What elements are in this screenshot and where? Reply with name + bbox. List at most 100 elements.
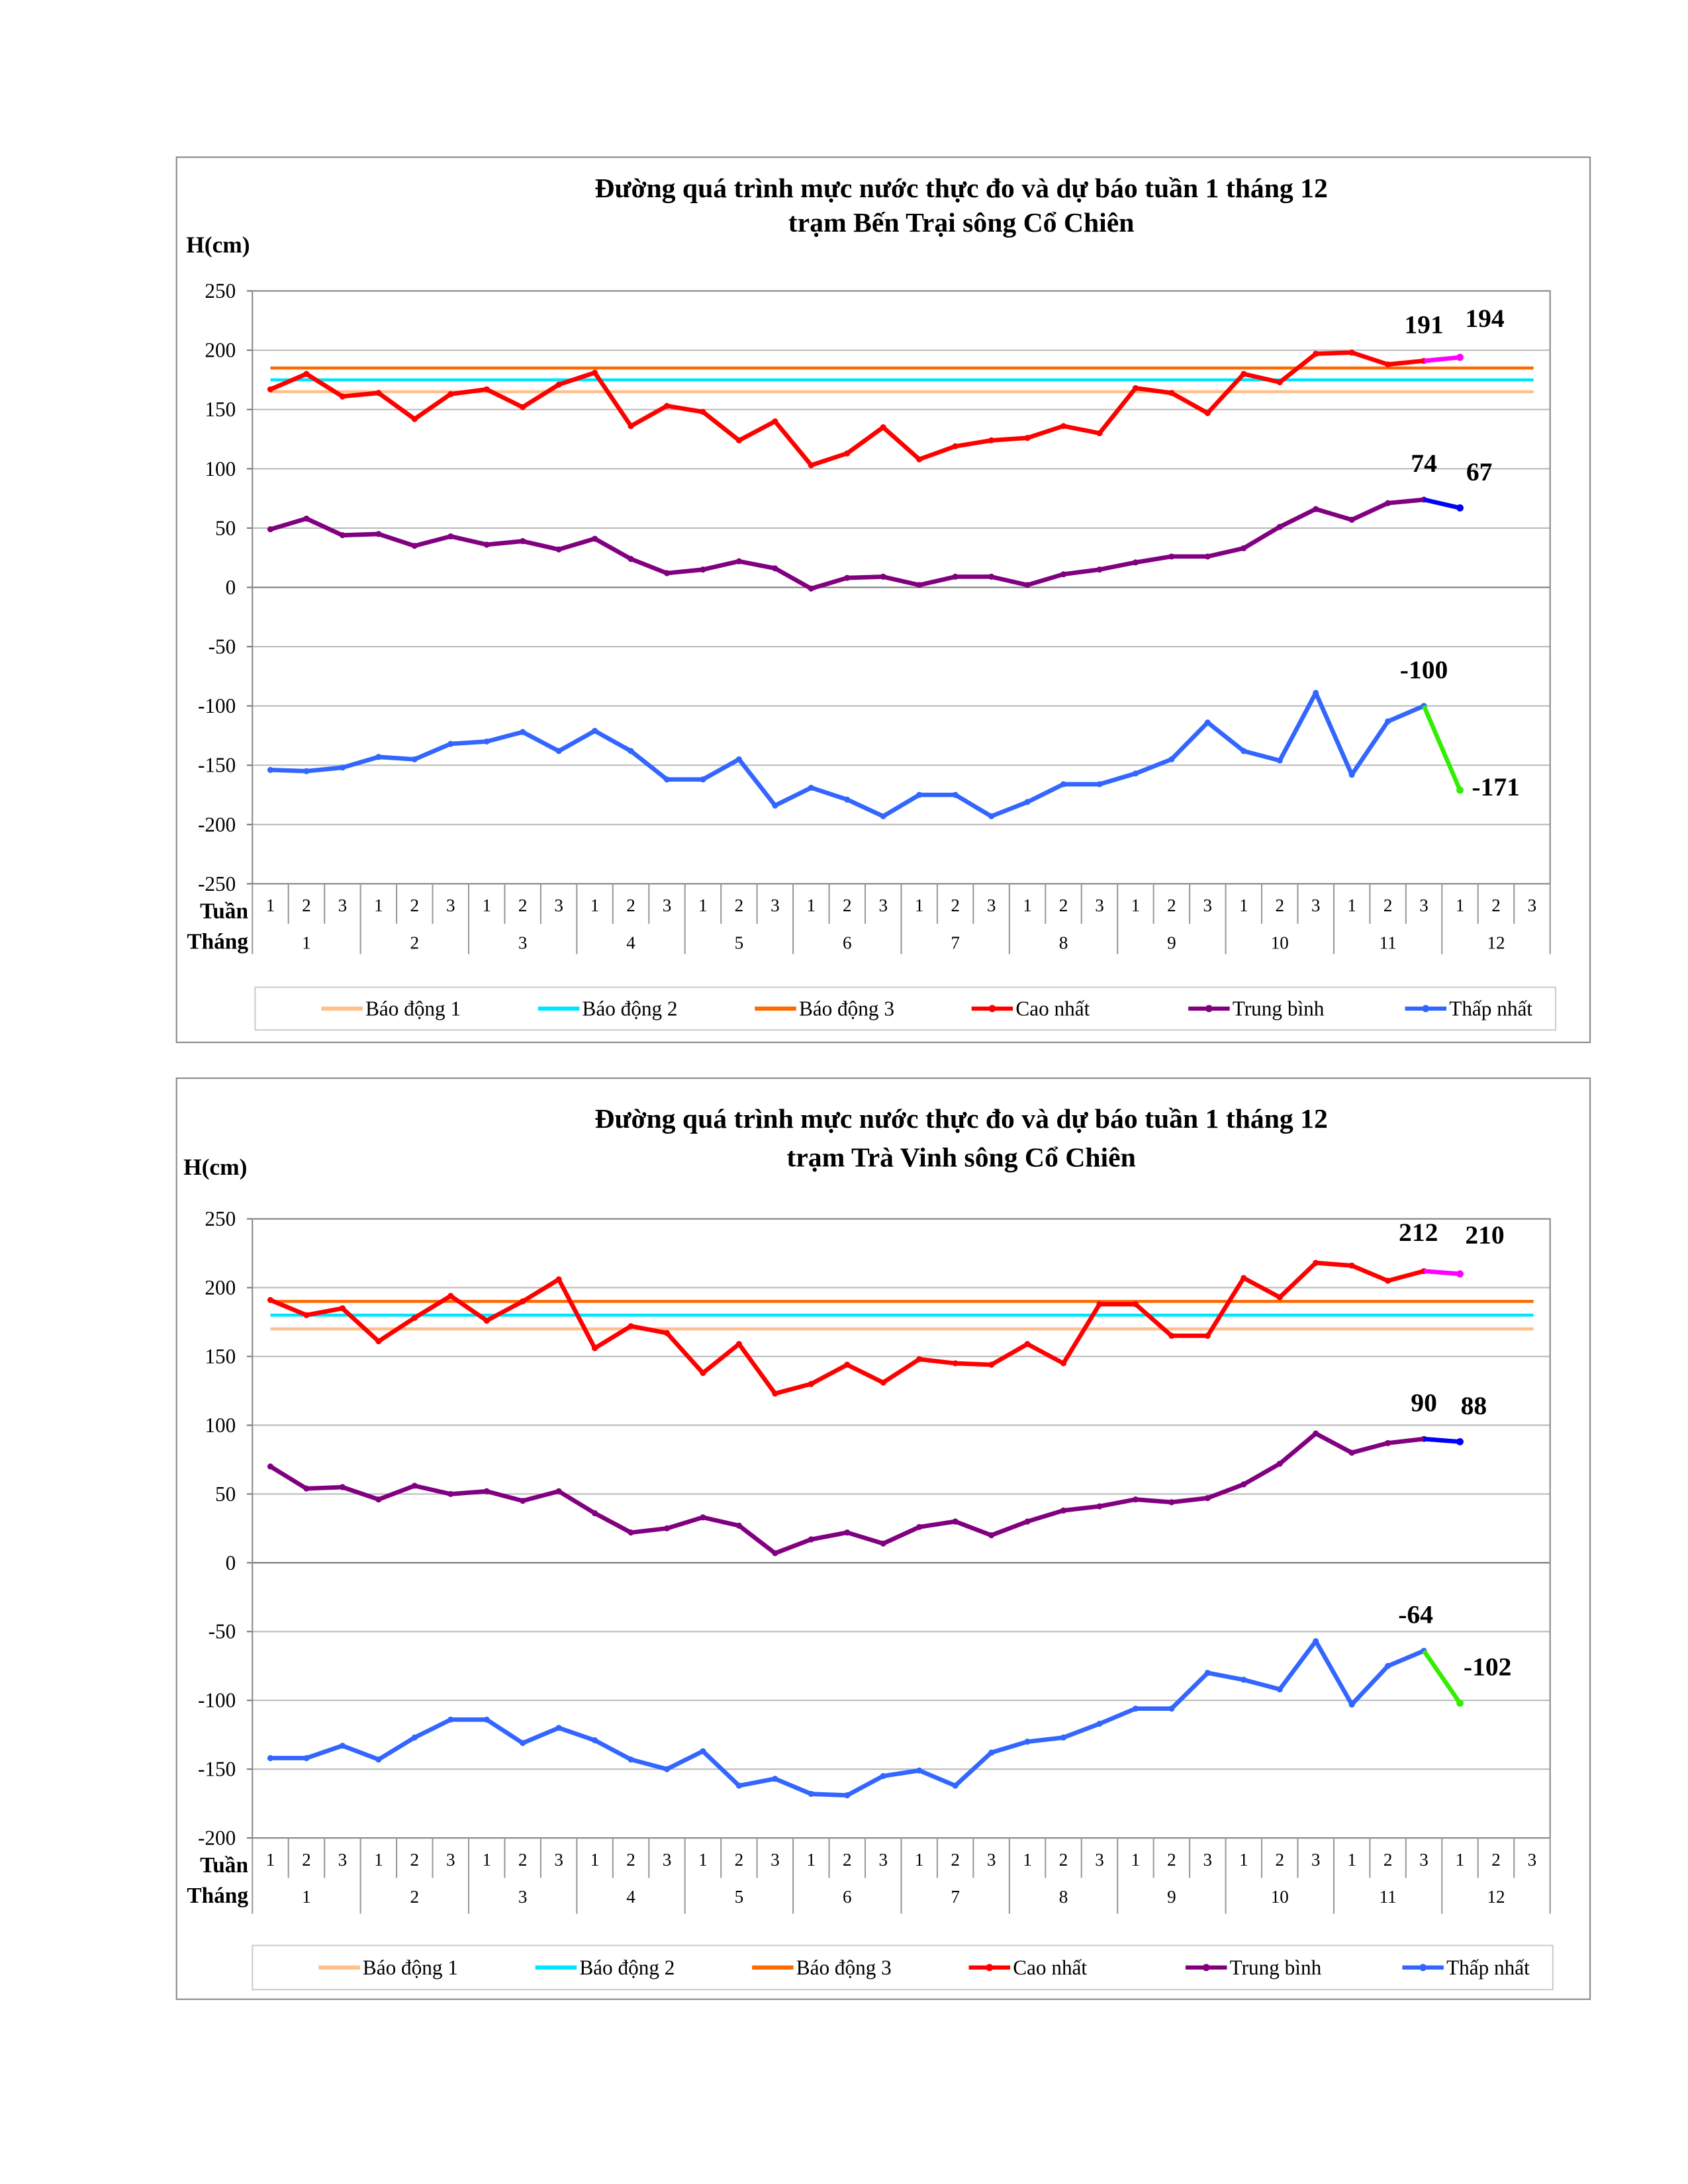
data-point <box>375 1338 382 1345</box>
legend-box <box>252 1944 1554 1991</box>
x-month-label: 11 <box>1380 933 1397 952</box>
x-week-label: 1 <box>374 1850 383 1870</box>
data-point <box>700 1748 706 1754</box>
x-week-label: 2 <box>410 895 420 915</box>
data-point <box>772 1550 778 1557</box>
data-point <box>1241 1275 1247 1281</box>
data-point <box>375 1756 382 1763</box>
x-week-label: 1 <box>374 895 383 915</box>
x-month-label: 9 <box>1167 933 1176 952</box>
data-point <box>375 390 382 396</box>
data-point <box>880 1379 886 1386</box>
x-week-label: 3 <box>1095 895 1104 915</box>
x-week-label: 1 <box>266 1850 275 1870</box>
y-tick-label: 100 <box>205 457 236 480</box>
x-week-label: 3 <box>1528 1850 1537 1870</box>
x-month-axis-label: Tháng <box>187 929 248 954</box>
x-week-label: 3 <box>663 895 672 915</box>
data-point <box>303 1485 310 1492</box>
data-point <box>555 1488 562 1494</box>
forecast-point <box>1456 504 1464 512</box>
y-tick-label: 50 <box>215 516 236 539</box>
x-week-label: 3 <box>1419 895 1429 915</box>
data-point <box>1241 748 1247 754</box>
y-tick-label: 50 <box>215 1482 236 1506</box>
data-point <box>1024 1518 1031 1525</box>
data-point <box>520 538 526 545</box>
data-point <box>772 565 778 572</box>
data-point <box>1348 1701 1355 1708</box>
legend-label: Báo động 3 <box>796 1956 892 1979</box>
data-point <box>1385 1662 1391 1669</box>
x-week-label: 2 <box>1059 895 1068 915</box>
data-point <box>700 1369 706 1377</box>
data-label-forecast: -102 <box>1464 1653 1512 1682</box>
x-week-label: 1 <box>915 1850 924 1870</box>
x-month-label: 4 <box>626 933 635 952</box>
data-point <box>700 776 706 783</box>
x-month-label: 2 <box>410 933 420 952</box>
chart-title-line-2: trạm Bến Trại sông Cổ Chiên <box>788 208 1135 238</box>
x-week-label: 1 <box>590 895 600 915</box>
data-point <box>447 1293 454 1299</box>
legend-marker <box>988 1005 996 1013</box>
data-point <box>628 1756 634 1763</box>
y-tick-label: -150 <box>198 754 236 777</box>
data-point <box>1204 719 1211 726</box>
data-point <box>1241 1676 1247 1683</box>
x-month-label: 3 <box>518 1887 528 1907</box>
chart-title-line-1: Đường quá trình mực nước thực đo và dự b… <box>594 173 1327 204</box>
legend-label: Thấp nhất <box>1449 997 1532 1020</box>
data-point <box>1385 361 1391 368</box>
x-week-label: 2 <box>735 895 744 915</box>
legend-marker <box>1422 1005 1430 1013</box>
data-point <box>1313 506 1319 512</box>
y-tick-label: -50 <box>209 635 236 659</box>
x-week-label: 2 <box>302 1850 311 1870</box>
legend-marker <box>1205 1005 1213 1013</box>
data-point <box>591 1345 598 1351</box>
data-point <box>520 1498 526 1504</box>
data-point <box>411 1734 418 1741</box>
data-point <box>628 1529 634 1536</box>
x-week-label: 3 <box>1311 895 1321 915</box>
data-point <box>844 574 851 581</box>
legend-label: Thấp nhất <box>1446 1956 1530 1979</box>
x-week-label: 3 <box>663 1850 672 1870</box>
data-point <box>1385 1277 1391 1284</box>
x-week-label: 2 <box>843 895 852 915</box>
data-point <box>628 423 634 430</box>
x-week-label: 1 <box>698 1850 708 1870</box>
data-point <box>663 1766 671 1772</box>
data-point <box>1096 781 1103 788</box>
data-point <box>1096 567 1103 573</box>
data-point <box>1385 718 1391 725</box>
x-week-label: 2 <box>1275 895 1284 915</box>
x-week-label: 3 <box>771 895 780 915</box>
data-point <box>1060 1734 1067 1741</box>
forecast-segment-1 <box>1423 1436 1460 1444</box>
x-week-label: 3 <box>1203 1850 1213 1870</box>
x-week-label: 2 <box>951 895 960 915</box>
data-point <box>520 1740 526 1747</box>
data-point <box>808 585 814 592</box>
data-point <box>339 764 346 771</box>
data-point <box>483 1716 490 1723</box>
y-tick-label: 150 <box>205 398 236 421</box>
x-month-label: 7 <box>951 933 960 952</box>
data-point <box>1313 350 1319 357</box>
data-point <box>988 437 995 443</box>
data-point <box>591 727 598 734</box>
x-month-label: 11 <box>1380 1887 1397 1907</box>
x-week-label: 2 <box>1167 895 1176 915</box>
data-point <box>663 1330 671 1336</box>
x-week-label: 3 <box>878 895 888 915</box>
legend-label: Trung bình <box>1230 1956 1322 1979</box>
data-point <box>628 1323 634 1330</box>
x-week-label: 1 <box>915 895 924 915</box>
legend-box <box>254 986 1557 1031</box>
data-point <box>555 381 562 388</box>
data-point <box>735 1341 742 1347</box>
data-point <box>663 776 671 783</box>
x-week-label: 3 <box>446 895 455 915</box>
